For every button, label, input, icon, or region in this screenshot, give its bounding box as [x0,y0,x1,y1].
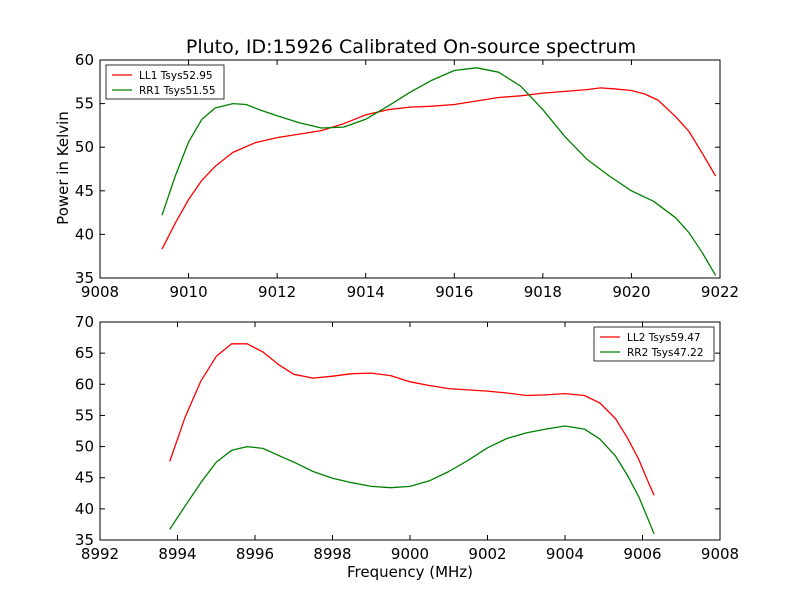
top-x-tick-label: 9020 [612,283,650,301]
top-y-tick-label: 55 [75,95,94,113]
top-legend-label-1: LL1 Tsys52.95 [139,70,213,82]
top-y-tick-label: 45 [75,182,94,200]
bottom-series-line-2 [169,425,655,535]
bottom-legend-label-2: RR2 Tsys47.22 [627,347,704,359]
bottom-x-tick-label: 9006 [623,545,661,563]
bottom-x-tick-label: 9000 [391,545,429,563]
bottom-x-tick-label: 8996 [236,545,274,563]
bottom-x-tick-label: 8992 [81,545,119,563]
bottom-x-tick-label: 9004 [546,545,584,563]
x-axis-label: Frequency (MHz) [347,563,473,581]
bottom-x-tick-label: 8994 [158,545,196,563]
top-x-tick-label: 9016 [435,283,473,301]
bottom-y-tick-label: 50 [75,438,94,456]
bottom-y-tick-label: 65 [75,344,94,362]
bottom-y-tick-label: 55 [75,406,94,424]
bottom-legend-box [593,326,715,362]
bottom-series-line-1 [169,343,655,496]
bottom-y-tick-label: 60 [75,375,94,393]
top-x-tick-label: 9008 [81,283,119,301]
top-axes-frame [99,59,721,279]
bottom-plot: 8992 8994 8996 8998 9000 9002 9004 9006 9008 35 40… [75,313,739,563]
top-x-tick-label: 9022 [701,283,739,301]
bottom-y-tick-label: 45 [75,469,94,487]
top-y-tick-label: 60 [75,51,94,69]
top-y-tick-label: 50 [75,138,94,156]
top-series-line-1 [161,87,717,250]
bottom-x-tick-label: 8998 [313,545,351,563]
top-x-tick-label: 9010 [169,283,207,301]
top-series-line-2 [161,67,717,276]
top-x-tick-label: 9018 [524,283,562,301]
y-axis-label: Power in Kelvin [54,111,72,225]
top-y-tick-label: 40 [75,225,94,243]
bottom-y-tick-label: 35 [75,531,94,549]
bottom-legend-label-1: LL2 Tsys59.47 [627,332,701,344]
bottom-x-tick-label: 9008 [701,545,739,563]
bottom-y-tick-label: 70 [75,313,94,331]
bottom-y-tick-label: 40 [75,500,94,518]
top-x-tick-label: 9014 [347,283,385,301]
top-plot: 9008 9010 9012 9014 9016 9018 9020 9022 35 40 45 50… [75,51,739,301]
top-legend-label-2: RR1 Tsys51.55 [139,85,216,97]
figure-title: Pluto, ID:15926 Calibrated On-source spe… [186,36,636,58]
top-y-tick-label: 35 [75,269,94,287]
top-legend-box [105,64,225,100]
bottom-x-tick-label: 9002 [468,545,506,563]
top-x-tick-label: 9012 [258,283,296,301]
